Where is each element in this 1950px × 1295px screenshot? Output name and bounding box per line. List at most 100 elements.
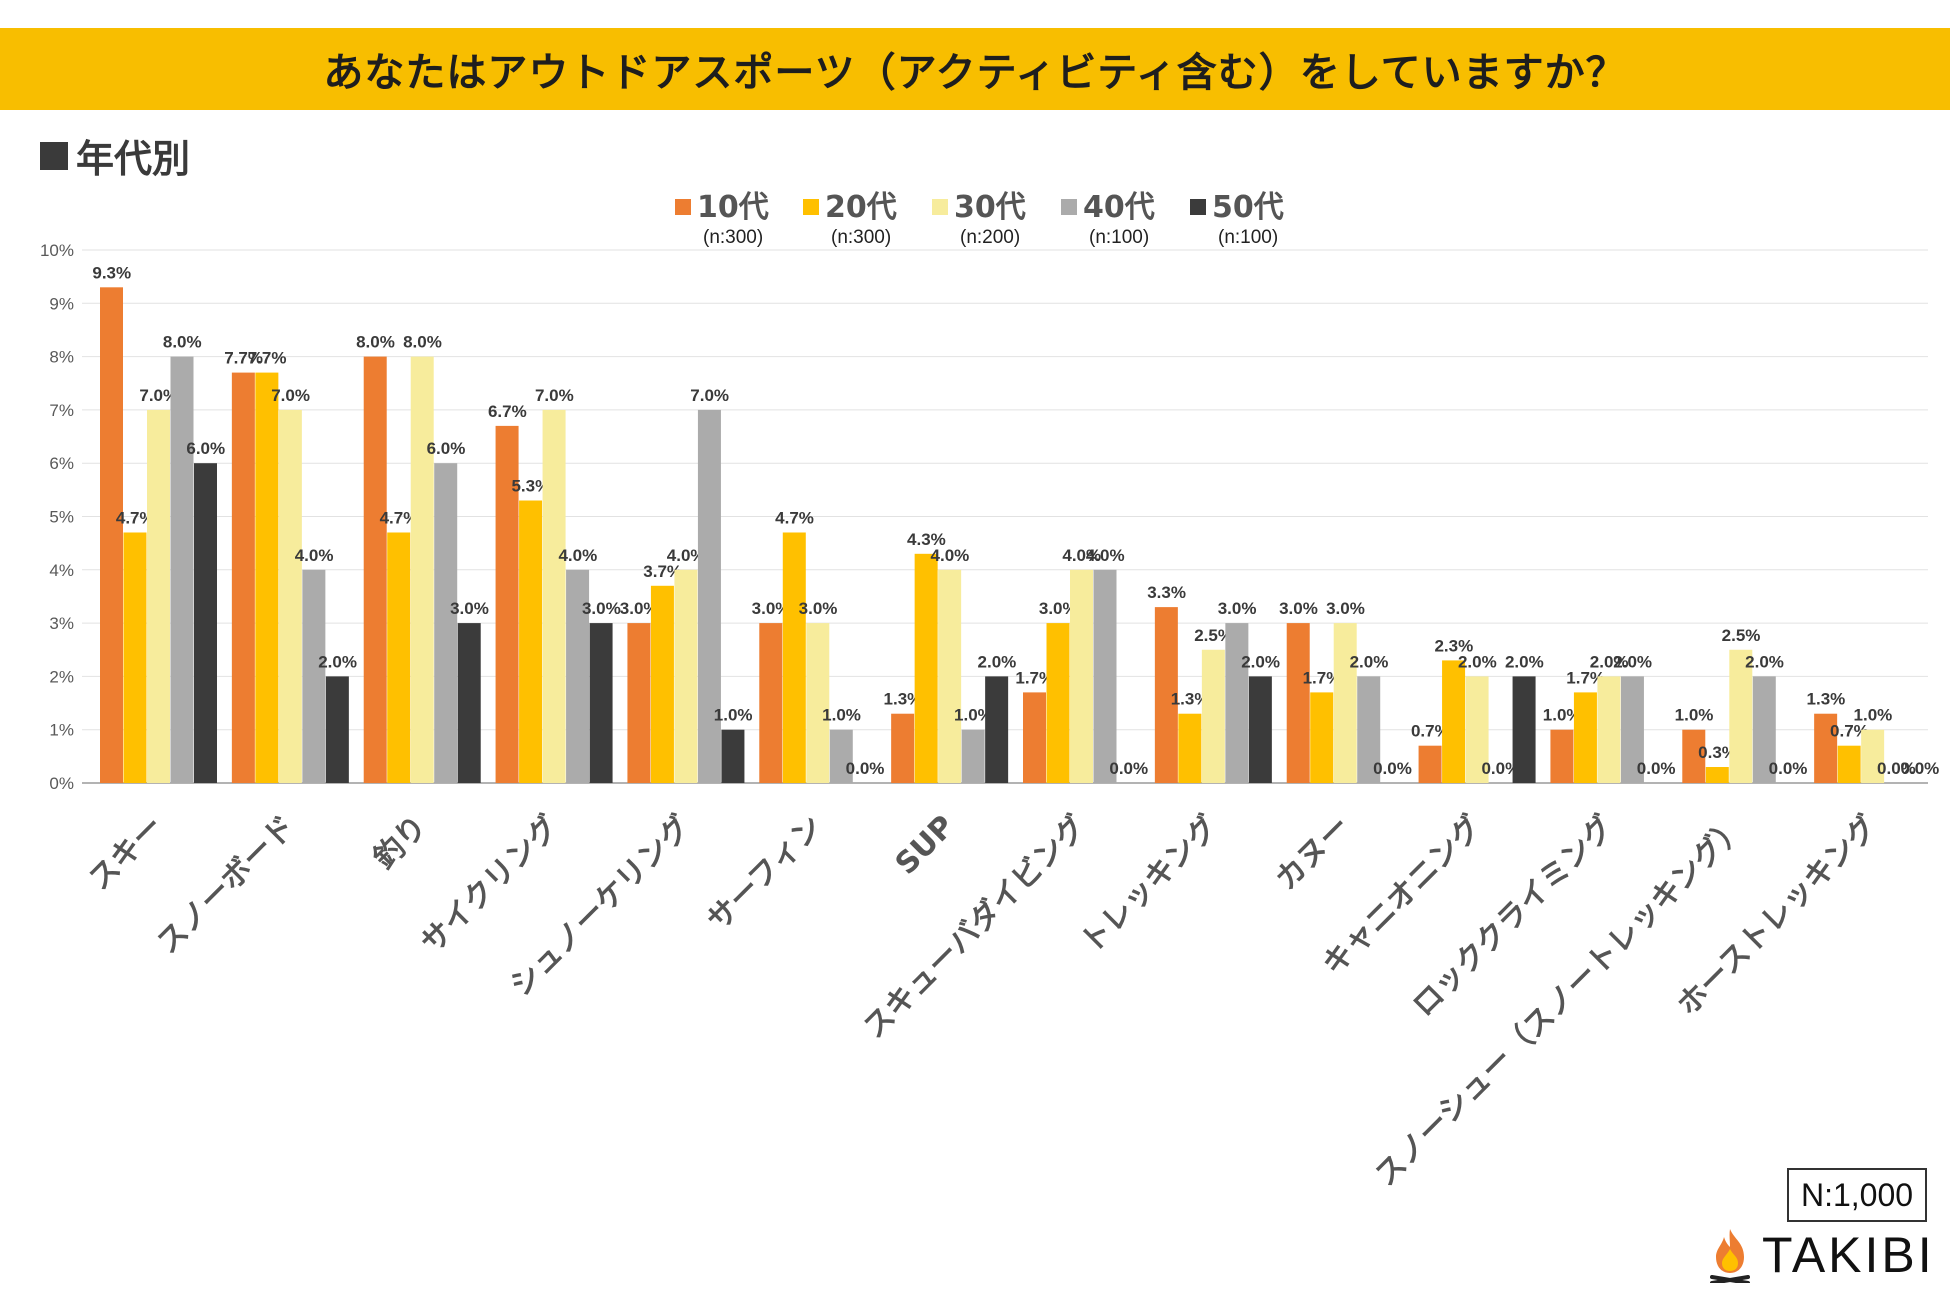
legend-sample-size: (n:300) <box>831 227 891 248</box>
data-label: 0.0% <box>1901 759 1940 778</box>
bar <box>1682 729 1706 783</box>
data-label: 3.0% <box>799 599 838 618</box>
legend-sample-size: (n:100) <box>1218 227 1278 248</box>
chart-title: あなたはアウトドアスポーツ（アクティビティ含む）をしていますか？ <box>323 50 1627 96</box>
data-label: 7.0% <box>690 386 729 405</box>
data-label: 1.7% <box>1303 668 1342 687</box>
legend-swatch <box>932 199 948 215</box>
data-label: 9.3% <box>92 263 131 282</box>
bar <box>1357 676 1381 783</box>
x-tick-label: スキー <box>82 809 170 897</box>
legend-label: 50代 <box>1212 190 1284 225</box>
bar <box>1154 607 1178 783</box>
data-label: 3.7% <box>643 562 682 581</box>
data-label: 4.3% <box>907 530 946 549</box>
data-label: 1.0% <box>1675 706 1714 725</box>
bar <box>1093 569 1117 783</box>
bar <box>387 532 411 783</box>
y-tick-label: 3% <box>49 614 74 633</box>
x-tick-label: SUP <box>889 809 962 882</box>
data-label: 1.0% <box>1854 706 1893 725</box>
bar <box>1837 745 1861 783</box>
bar <box>457 623 481 783</box>
data-label: 1.0% <box>822 706 861 725</box>
data-label: 0.3% <box>1698 743 1737 762</box>
bar <box>806 623 830 783</box>
data-label: 7.7% <box>248 349 287 368</box>
bar <box>147 409 170 783</box>
legend-swatch <box>1061 199 1077 215</box>
bar <box>255 372 279 783</box>
bar <box>650 585 674 783</box>
subtitle: 年代別 <box>40 128 190 183</box>
campfire-icon <box>1710 1229 1750 1283</box>
data-label: 4.7% <box>380 508 419 527</box>
y-tick-label: 10% <box>40 241 74 260</box>
data-label: 2.0% <box>1745 652 1784 671</box>
data-label: 8.0% <box>403 333 442 352</box>
x-tick-label: サーフィン <box>701 809 830 938</box>
bar <box>1046 623 1070 783</box>
data-label: 2.0% <box>1350 652 1389 671</box>
data-label: 0.0% <box>1109 759 1148 778</box>
bar <box>519 500 543 783</box>
x-tick-label: トレッキング <box>1074 809 1225 960</box>
bar <box>1465 676 1489 783</box>
bar <box>170 356 194 783</box>
data-label: 4.0% <box>295 546 334 565</box>
data-label: 7.7% <box>224 349 263 368</box>
data-label: 2.3% <box>1434 636 1473 655</box>
y-tick-label: 0% <box>49 774 74 793</box>
data-label: 6.0% <box>186 439 225 458</box>
bar <box>1286 623 1310 783</box>
bar <box>1861 729 1885 783</box>
data-label: 2.0% <box>1241 652 1280 671</box>
bar <box>363 356 387 783</box>
data-label: 0.0% <box>1637 759 1676 778</box>
bar <box>961 729 985 783</box>
y-tick-label: 2% <box>49 667 74 686</box>
legend-sample-size: (n:100) <box>1089 227 1149 248</box>
bar <box>1201 649 1225 783</box>
data-label: 8.0% <box>356 333 395 352</box>
data-label: 0.0% <box>1769 759 1808 778</box>
data-label: 7.0% <box>271 386 310 405</box>
bar <box>1178 713 1202 783</box>
data-label: 2.0% <box>1590 652 1629 671</box>
brand-name: TAKIBI <box>1762 1227 1935 1283</box>
data-label: 3.3% <box>1147 583 1186 602</box>
bar <box>627 623 651 783</box>
data-label: 1.3% <box>1171 690 1210 709</box>
data-label: 0.0% <box>1481 759 1520 778</box>
data-label: 1.7% <box>1566 668 1605 687</box>
legend-sample-size: (n:200) <box>960 227 1020 248</box>
legend-label: 10代 <box>697 190 769 225</box>
bar <box>829 729 853 783</box>
bar <box>1752 676 1776 783</box>
bar <box>1512 676 1536 783</box>
legend-sample-size: (n:300) <box>703 227 763 248</box>
y-tick-label: 8% <box>49 348 74 367</box>
data-label: 8.0% <box>163 333 202 352</box>
y-tick-label: 7% <box>49 401 74 420</box>
bar <box>1729 649 1753 783</box>
data-label: 3.0% <box>1279 599 1318 618</box>
y-tick-label: 6% <box>49 454 74 473</box>
bar <box>1597 676 1621 783</box>
data-label: 4.0% <box>667 546 706 565</box>
bar <box>1573 692 1597 783</box>
data-label: 0.7% <box>1830 722 1869 741</box>
bar <box>1225 623 1249 783</box>
legend-label: 40代 <box>1083 190 1155 225</box>
bar <box>985 676 1009 783</box>
data-label: 1.0% <box>954 706 993 725</box>
data-label: 3.0% <box>450 599 489 618</box>
data-label: 7.0% <box>535 386 574 405</box>
data-label: 1.7% <box>1015 668 1054 687</box>
data-label: 2.0% <box>318 652 357 671</box>
bar <box>1333 623 1357 783</box>
data-label: 0.0% <box>1877 759 1916 778</box>
data-label: 4.7% <box>775 508 814 527</box>
bar <box>278 409 302 783</box>
